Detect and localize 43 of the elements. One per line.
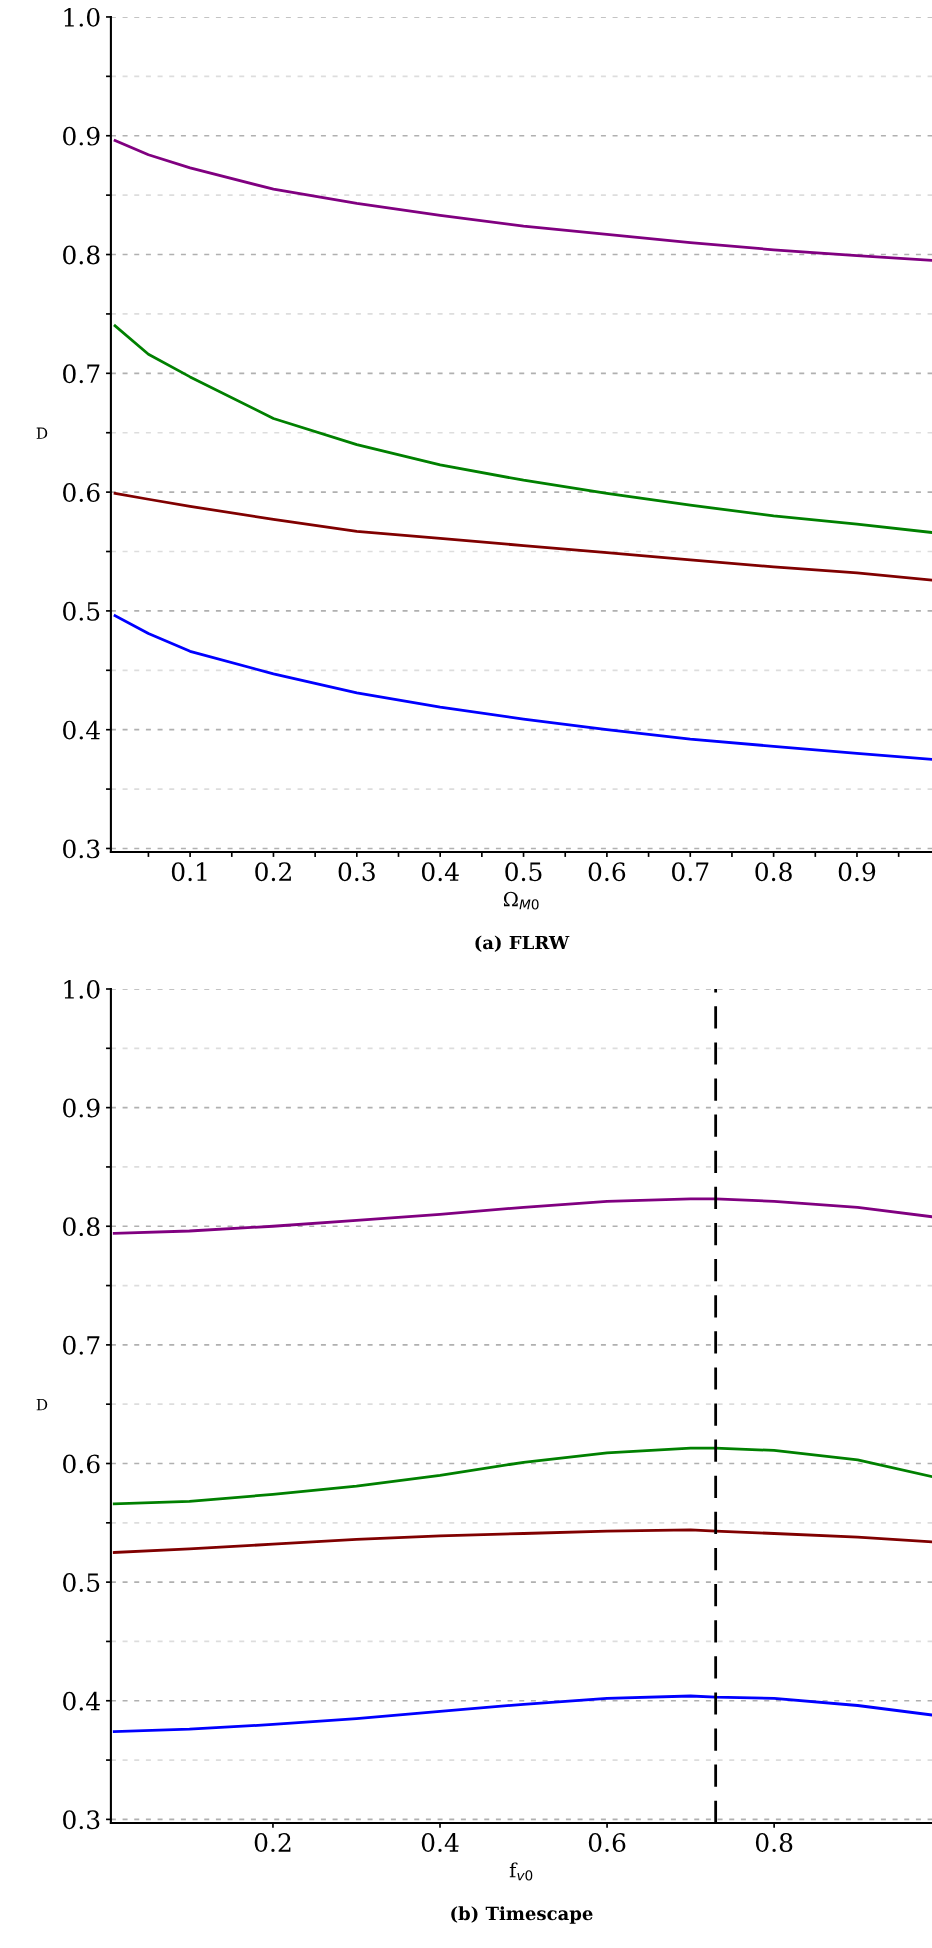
y-tick-label: 1.0	[64, 7, 100, 27]
line-series	[112, 1694, 932, 1733]
x-tick-label: 0.2	[254, 1833, 291, 1853]
y-tick-label: 0.8	[63, 1217, 100, 1237]
line-series	[112, 1528, 932, 1554]
line-series	[112, 1446, 932, 1506]
x-tick-label: 0.2	[255, 862, 291, 882]
y-tick-label: 0.5	[63, 1573, 100, 1592]
y-tick-label: 0.4	[63, 1691, 100, 1711]
y-tick-label: 0.7	[63, 1335, 100, 1355]
line-series	[113, 614, 932, 761]
y-tick-label: 0.9	[63, 1098, 100, 1118]
line-series	[113, 324, 932, 534]
y-tick-label: 0.5	[63, 601, 100, 621]
x-tick-label: 0.8	[755, 862, 792, 882]
y-axis-title: D	[36, 427, 48, 439]
y-tick-label: 0.3	[63, 839, 100, 859]
x-tick-label: 0.8	[755, 1833, 793, 1853]
x-tick-label: 0.4	[421, 1833, 459, 1853]
text: (a) FLRW	[475, 935, 570, 952]
y-tick-label: 0.6	[63, 1454, 100, 1474]
line-series	[112, 1197, 932, 1235]
y-tick-label: 0.4	[63, 720, 100, 740]
y-tick-label: 0.8	[63, 245, 100, 265]
y-tick-label: 0.9	[63, 126, 100, 146]
line-series	[113, 139, 932, 262]
y-tick-label: 0.6	[63, 483, 100, 502]
x-tick-label: 0.7	[672, 862, 709, 882]
x-tick-label: 0.6	[588, 1833, 626, 1853]
y-tick-label: 1.0	[64, 979, 100, 999]
y-tick-label: 0.7	[63, 364, 100, 384]
x-tick-label: 0.5	[505, 862, 542, 882]
x-tick-label: 0.6	[588, 862, 626, 882]
line-series	[113, 491, 932, 582]
x-tick-label: 0.9	[838, 862, 876, 882]
y-tick-label: 0.3	[63, 1810, 100, 1830]
x-axis-title: f$_{v0}$	[509, 1862, 533, 1881]
x-axis-title: Ω$_{M0}$	[503, 891, 539, 910]
x-tick-label: 0.1	[171, 862, 207, 882]
y-axis-title: D	[36, 1399, 48, 1411]
x-tick-label: 0.4	[421, 862, 459, 882]
x-tick-label: 0.3	[338, 862, 375, 882]
text: (b) Timescape	[451, 1906, 593, 1924]
